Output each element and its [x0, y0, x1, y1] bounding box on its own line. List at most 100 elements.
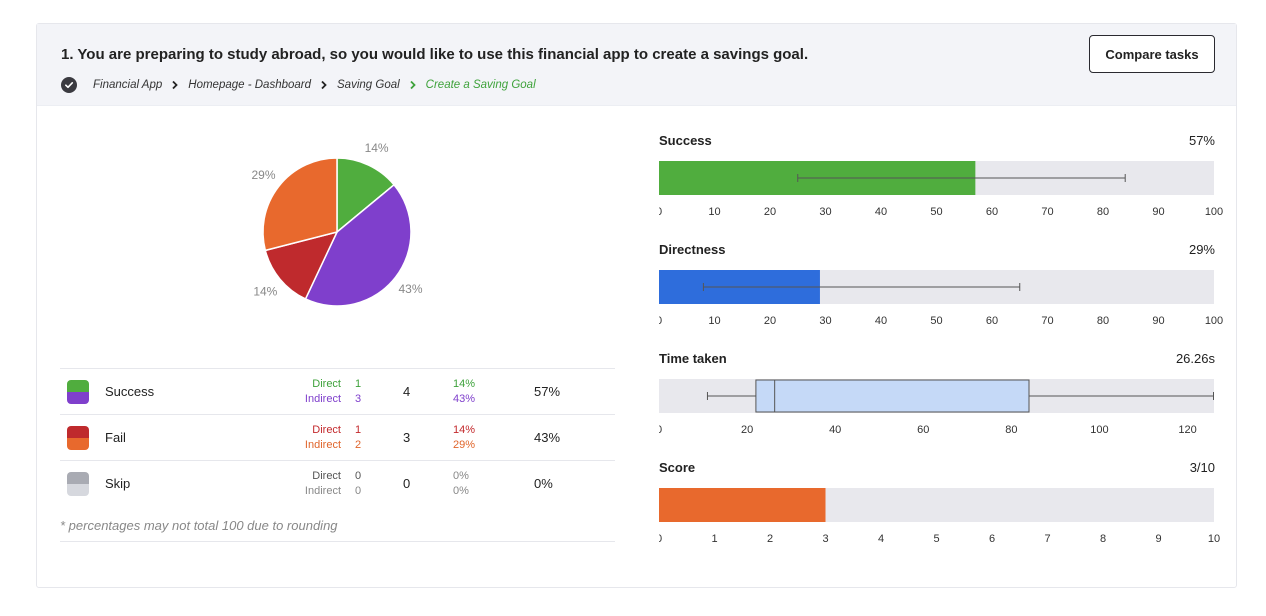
axis-tick-label: 9	[1155, 533, 1161, 544]
compare-tasks-button[interactable]: Compare tasks	[1089, 35, 1215, 73]
pie-slice-label: 14%	[365, 141, 389, 155]
direct-indirect-percents: 14% 43%	[453, 377, 475, 407]
metric-label: Time taken	[659, 351, 727, 366]
breadcrumb-item: Homepage - Dashboard	[188, 79, 312, 91]
metric-value: 26.26s	[1175, 351, 1215, 366]
axis-tick-label: 10	[1208, 533, 1220, 544]
axis-tick-label: 100	[1205, 206, 1223, 217]
indirect-label: Indirect	[304, 393, 341, 405]
row-percent: 43%	[534, 430, 561, 445]
row-label: Skip	[105, 476, 131, 491]
axis-tick-label: 20	[764, 315, 776, 326]
total-count: 0	[403, 476, 411, 491]
bar-fill	[659, 488, 826, 522]
direct-indirect-percents: 14% 29%	[453, 423, 475, 453]
axis-tick-label: 90	[1152, 206, 1164, 217]
axis-tick-label: 8	[1100, 533, 1106, 544]
axis-tick-label: 6	[989, 533, 995, 544]
axis-tick-label: 80	[1005, 424, 1017, 435]
axis-tick-label: 60	[917, 424, 929, 435]
direct-label: Direct	[312, 424, 341, 436]
axis-tick-label: 0	[659, 206, 662, 217]
axis-tick-label: 2	[767, 533, 773, 544]
direct-count: 0	[355, 470, 362, 482]
row-label: Success	[105, 384, 155, 399]
task-header: 1. You are preparing to study abroad, so…	[37, 24, 1236, 106]
direct-count: 1	[355, 424, 362, 436]
axis-tick-label: 30	[819, 315, 831, 326]
row-percent: 57%	[534, 384, 561, 399]
axis-tick-label: 7	[1044, 533, 1050, 544]
direct-indirect-labels: Direct Indirect	[305, 469, 341, 499]
axis-tick-label: 80	[1097, 206, 1109, 217]
pie-slice-success-indirect	[304, 183, 412, 307]
metric-label: Success	[659, 133, 712, 148]
pie-slice-fail-indirect	[262, 157, 338, 252]
axis-tick-label: 100	[1205, 315, 1223, 326]
direct-percent: 0%	[453, 470, 469, 482]
direct-indirect-labels: Direct Indirect	[305, 377, 341, 407]
axis-tick-label: 90	[1152, 315, 1164, 326]
breadcrumb-item: Saving Goal	[337, 79, 400, 91]
chevron-right-icon	[409, 80, 417, 90]
axis-tick-label: 1	[711, 533, 717, 544]
axis-tick-label: 60	[986, 315, 998, 326]
direct-percent: 14%	[453, 424, 476, 436]
directness-bar-chart: 0 10 20 30 40 50 60 70 80 90 100	[659, 270, 1223, 326]
direct-label: Direct	[312, 378, 341, 390]
checkmark-icon	[61, 77, 77, 93]
chevron-right-icon	[171, 80, 179, 90]
direct-indirect-percents: 0% 0%	[453, 469, 469, 499]
axis-tick-label: 50	[930, 206, 942, 217]
indirect-percent: 0%	[453, 485, 469, 497]
success-bar-chart: 0 10 20 30 40 50 60 70 80 90 100	[659, 161, 1223, 217]
axis-tick-label: 10	[708, 315, 720, 326]
direct-percent: 14%	[453, 378, 476, 390]
indirect-percent: 29%	[453, 439, 476, 451]
metric-label: Score	[659, 460, 696, 475]
pie-slice-label: 43%	[398, 282, 422, 296]
axis-tick-label: 70	[1041, 315, 1053, 326]
indirect-count: 3	[355, 393, 362, 405]
pie-slice-label: 14%	[253, 284, 277, 298]
axis-tick-label: 70	[1041, 206, 1053, 217]
indirect-count: 0	[355, 485, 362, 497]
metric-value: 57%	[1188, 133, 1215, 148]
axis-tick-label: 4	[878, 533, 884, 544]
axis-tick-label: 20	[741, 424, 753, 435]
rounding-note: * percentages may not total 100 due to r…	[60, 506, 615, 542]
axis-tick-label: 80	[1097, 315, 1109, 326]
axis-tick-label: 60	[986, 206, 998, 217]
score-bar-chart: 0 1 2 3 4 5 6 7 8 9 10	[659, 488, 1220, 544]
row-label: Fail	[105, 430, 126, 445]
pie-slice-label: 29%	[251, 168, 275, 182]
axis-tick-label: 30	[819, 206, 831, 217]
metric-value: 3/10	[1189, 460, 1215, 475]
axis-tick-label: 10	[708, 206, 720, 217]
axis-tick-label: 50	[930, 315, 942, 326]
pie-slice-success-direct	[336, 157, 396, 234]
direct-indirect-labels: Direct Indirect	[305, 423, 341, 453]
axis-tick-label: 40	[875, 315, 887, 326]
breadcrumb: Financial App Homepage - Dashboard Savin…	[61, 75, 536, 95]
axis-tick-label: 100	[1090, 424, 1108, 435]
task-title: 1. You are preparing to study abroad, so…	[61, 46, 809, 63]
boxplot-box	[755, 379, 1030, 413]
indirect-label: Indirect	[304, 485, 341, 497]
pie-slice-fail-direct	[264, 230, 339, 300]
axis-tick-label: 0	[659, 315, 662, 326]
axis-tick-label: 40	[875, 206, 887, 217]
metric-value: 29%	[1188, 242, 1215, 257]
row-percent: 0%	[534, 476, 553, 491]
pie-chart: 14% 43% 14% 29%	[227, 134, 457, 334]
indirect-count: 2	[355, 439, 362, 451]
breadcrumb-item: Financial App	[93, 79, 163, 91]
success-swatch	[67, 380, 89, 404]
axis-tick-label: 40	[829, 424, 841, 435]
